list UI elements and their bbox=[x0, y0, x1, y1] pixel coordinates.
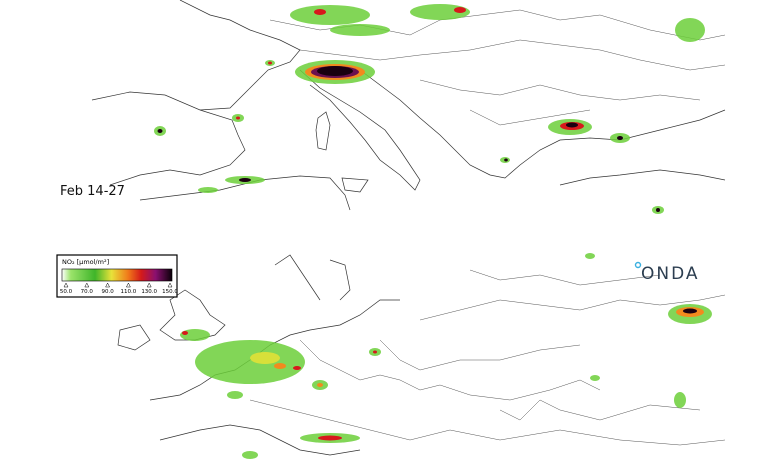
legend-tick-label: 130.0 bbox=[141, 289, 157, 295]
legend-tick-label: 70.0 bbox=[81, 289, 94, 295]
logo-dot bbox=[634, 261, 642, 269]
tick-marker bbox=[146, 282, 152, 288]
legend-tick-label: 150.0 bbox=[162, 289, 178, 295]
legend-tick-label: 90.0 bbox=[101, 289, 114, 295]
map-bottom bbox=[117, 253, 726, 459]
legend-title: NO₂ [µmol/m²] bbox=[62, 258, 109, 266]
legend-tick-label: 50.0 bbox=[60, 289, 73, 295]
period-label: Feb 14-27 bbox=[60, 184, 125, 199]
tick-marker bbox=[125, 282, 131, 288]
tick-marker bbox=[63, 282, 69, 288]
tick-marker bbox=[105, 282, 111, 288]
legend-tick-label: 110.0 bbox=[121, 289, 137, 295]
legend: NO₂ [µmol/m²] 50.0 70.0 90.0 110.0 130.0 150.… bbox=[56, 254, 178, 298]
legend-ticks: 50.0 70.0 90.0 110.0 130.0 150.0 bbox=[60, 282, 178, 295]
tick-marker bbox=[84, 282, 90, 288]
tick-marker bbox=[167, 282, 173, 288]
colorbar bbox=[61, 268, 173, 282]
logo: ONDA bbox=[634, 261, 700, 284]
logo-text: ONDA bbox=[641, 264, 700, 284]
map-top: Feb 14-27 bbox=[60, 0, 726, 214]
